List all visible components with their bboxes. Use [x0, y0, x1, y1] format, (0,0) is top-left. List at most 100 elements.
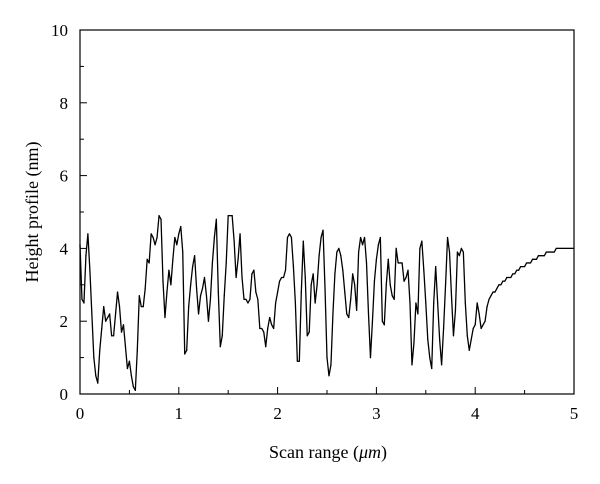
data-point [563, 247, 565, 249]
data-point [506, 276, 508, 279]
data-point [259, 327, 261, 330]
data-point [292, 266, 295, 268]
data-point [486, 306, 488, 308]
data-point [107, 316, 109, 319]
data-point [225, 262, 227, 264]
data-point [496, 287, 498, 290]
x-tick-label: 0 [76, 404, 85, 423]
data-point [555, 247, 557, 249]
data-point [401, 262, 403, 264]
data-point [132, 386, 134, 388]
y-axis-ticks [80, 29, 87, 395]
data-point [494, 291, 496, 293]
data-point [79, 244, 81, 246]
data-point [294, 302, 296, 304]
data-point [146, 258, 148, 260]
x-tick-label: 5 [570, 404, 579, 423]
data-point [174, 236, 176, 239]
data-point [472, 327, 474, 330]
data-point [371, 320, 374, 322]
data-point [255, 291, 257, 293]
data-point [284, 269, 287, 271]
data-point [514, 273, 516, 275]
x-axis-title-suffix: ) [381, 442, 387, 463]
data-point [227, 215, 229, 217]
y-tick-label: 4 [60, 239, 69, 258]
data-point [176, 244, 178, 246]
data-point [415, 302, 417, 304]
data-point [263, 331, 265, 333]
data-point [166, 291, 168, 293]
data-point [559, 247, 561, 249]
data-point [207, 320, 210, 322]
data-point [502, 280, 504, 282]
data-point [423, 269, 425, 271]
data-point [247, 302, 249, 304]
data-point [300, 291, 302, 293]
data-point [391, 295, 393, 297]
data-point [328, 375, 330, 377]
data-point [334, 273, 336, 275]
data-point [346, 313, 348, 315]
data-point [203, 276, 206, 279]
data-point [213, 236, 215, 239]
data-point [508, 276, 510, 279]
data-point [136, 349, 138, 351]
data-point [114, 313, 117, 315]
data-point [205, 295, 208, 297]
x-tick-label: 1 [175, 404, 184, 423]
data-point [456, 251, 459, 253]
data-point [369, 357, 372, 359]
data-point [150, 233, 152, 235]
data-point [318, 255, 320, 257]
data-point [265, 346, 267, 348]
data-point [567, 247, 569, 249]
data-point [140, 306, 142, 308]
y-axis-title: Height profile (nm) [22, 142, 43, 283]
data-point [199, 295, 202, 297]
data-point [363, 236, 366, 239]
data-point [441, 364, 443, 366]
data-point [405, 276, 407, 279]
data-point [188, 306, 190, 308]
data-point [462, 251, 464, 253]
y-axis-tick-labels: 0 2 4 6 8 10 [51, 21, 69, 404]
data-point [215, 218, 217, 220]
data-point [306, 335, 308, 337]
data-point [350, 298, 352, 300]
data-point [482, 324, 484, 326]
data-point [178, 233, 180, 235]
data-point [397, 262, 399, 264]
x-tick-label: 4 [471, 404, 480, 423]
data-point [490, 295, 492, 297]
data-point [348, 316, 350, 319]
x-tick-label: 3 [372, 404, 381, 423]
data-point [160, 218, 162, 220]
data-point [142, 306, 144, 308]
data-point [322, 229, 324, 231]
data-point [192, 266, 194, 268]
data-point [344, 291, 346, 293]
data-point [103, 306, 105, 308]
data-point [253, 269, 255, 271]
data-point [545, 251, 547, 253]
data-point [476, 302, 478, 304]
data-point [381, 320, 383, 322]
data-point [549, 251, 551, 253]
data-point [478, 313, 480, 315]
data-point [389, 284, 391, 286]
data-point [290, 236, 293, 239]
data-point [466, 335, 468, 337]
data-point [87, 233, 89, 235]
data-point [338, 247, 340, 249]
data-point [365, 262, 368, 264]
data-point [201, 287, 204, 290]
data-point [358, 251, 360, 253]
data-point [168, 269, 170, 271]
data-point [275, 302, 277, 304]
data-point [105, 320, 107, 322]
data-point [229, 215, 231, 217]
data-point [231, 215, 233, 217]
data-point [267, 327, 269, 330]
data-point [529, 262, 532, 264]
